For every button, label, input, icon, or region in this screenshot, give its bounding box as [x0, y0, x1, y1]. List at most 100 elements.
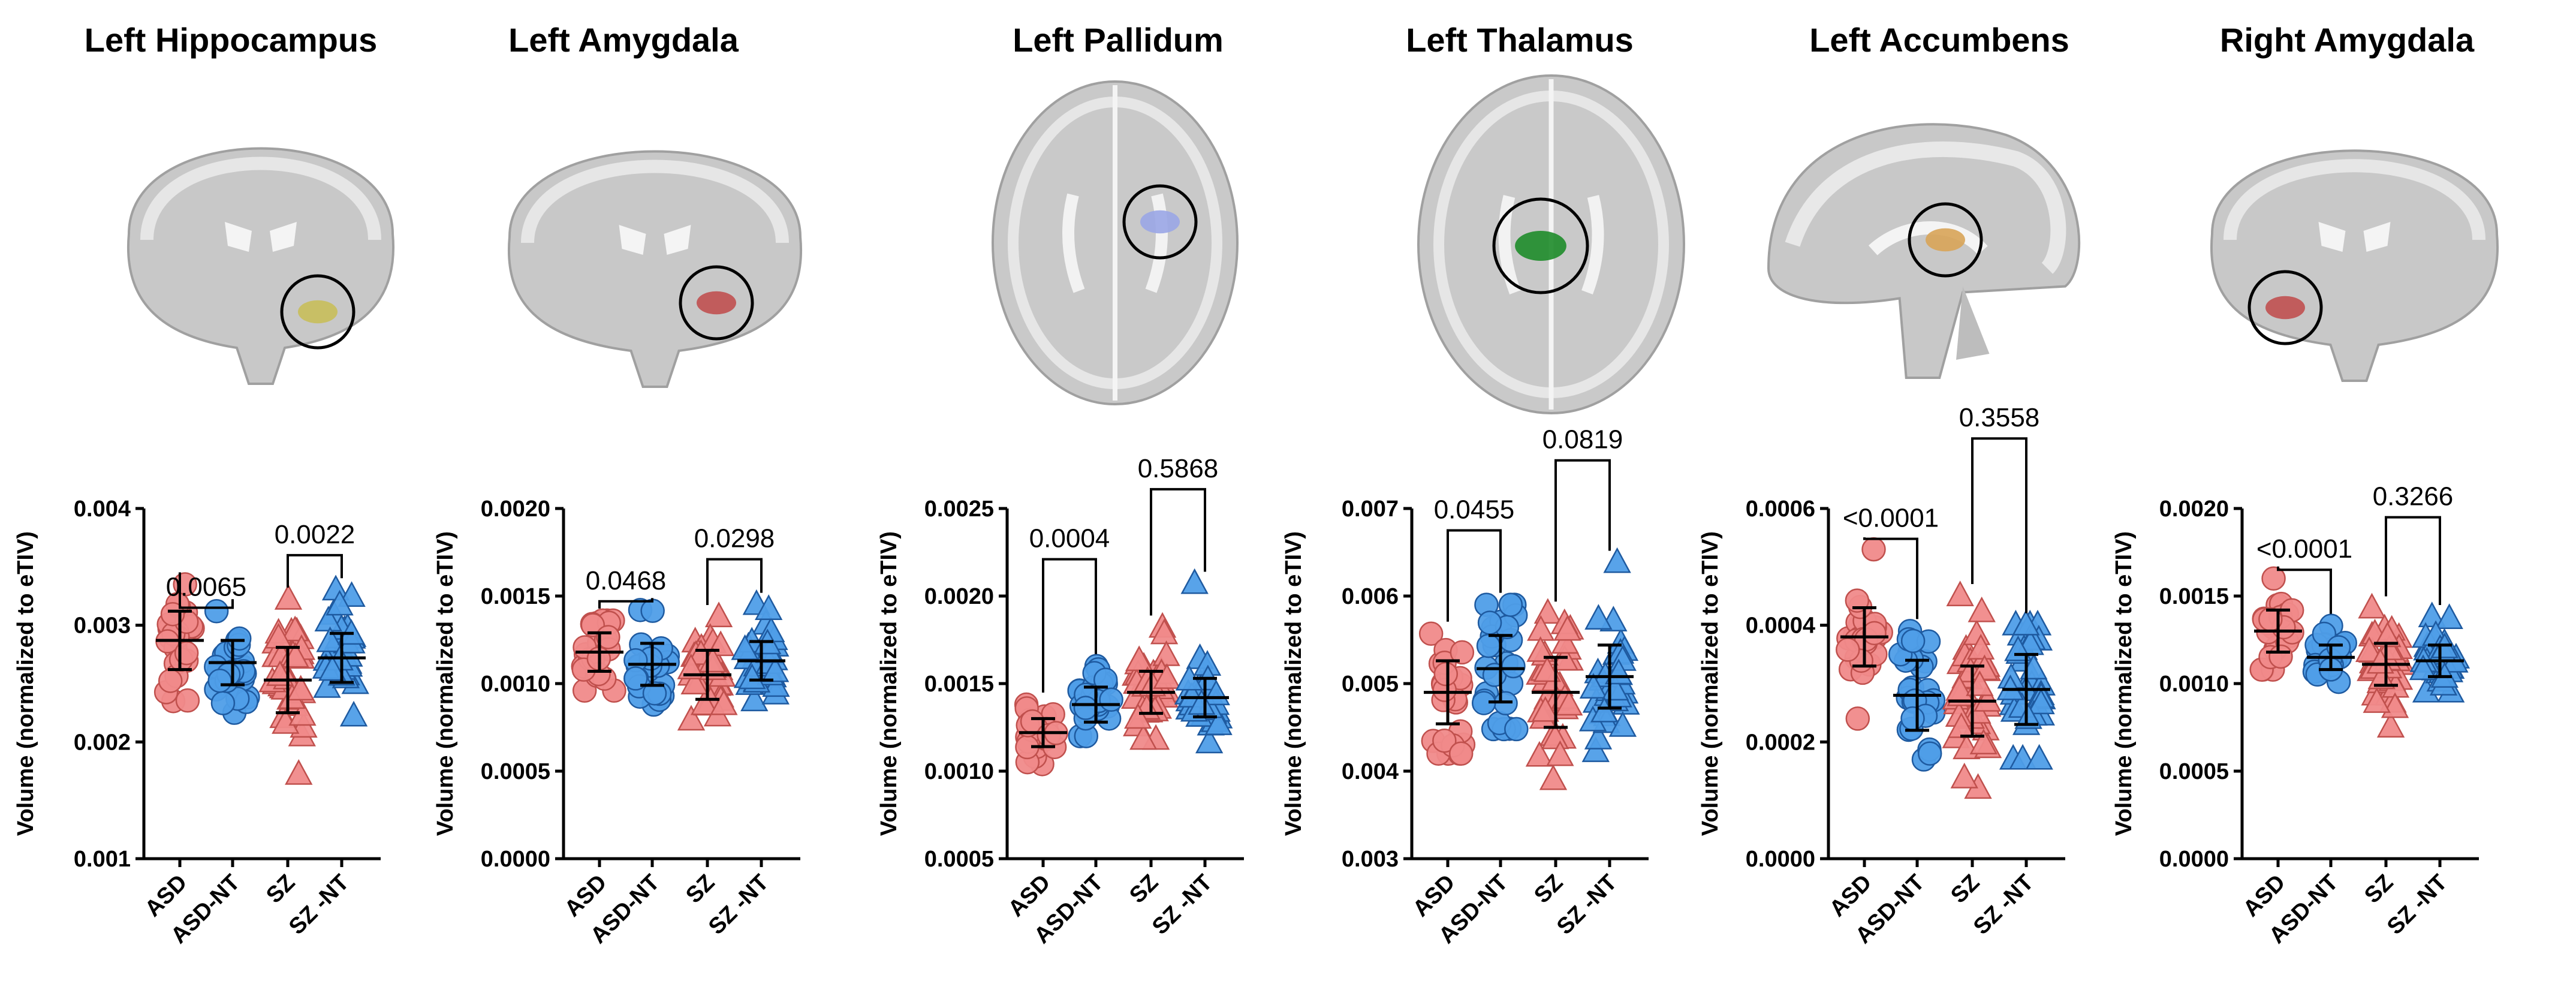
x-tick-label: SZ -NT [2382, 870, 2452, 940]
data-point [642, 681, 667, 706]
significance-bracket [287, 553, 343, 588]
y-tick-label: 0.001 [74, 847, 131, 872]
x-tick-label: SZ [1529, 870, 1568, 908]
roi-highlight [298, 300, 338, 324]
p-value-label: 0.0298 [694, 524, 775, 553]
data-point [680, 669, 709, 695]
data-point [1969, 729, 1997, 754]
data-point [274, 584, 303, 610]
data-point [1450, 640, 1475, 665]
significance-bracket [1863, 537, 1918, 619]
data-point [1099, 687, 1123, 712]
data-point [338, 581, 366, 607]
y-tick-label: 0.0000 [481, 847, 550, 872]
data-point [158, 669, 183, 693]
data-point [2435, 603, 2463, 630]
data-point [2409, 654, 2438, 681]
ventricle-left [225, 222, 252, 252]
data-point [704, 601, 733, 627]
data-point [326, 589, 354, 616]
brain-slice-coronal [508, 150, 802, 388]
data-point [1498, 592, 1523, 617]
data-point [1555, 690, 1583, 716]
roi-highlight [1515, 231, 1566, 261]
significance-bracket [2385, 516, 2441, 606]
data-point [690, 689, 719, 715]
data-point [1180, 568, 1209, 594]
ventricle-right [270, 222, 297, 252]
p-value-label: 0.0065 [166, 572, 247, 601]
corpus-callosum [1868, 221, 1988, 255]
data-point [2363, 687, 2391, 713]
panel-5: Right Amygdala 0.0000 0.0005 0.0010 0.0015 0.… [2111, 21, 2499, 949]
brain-outline [508, 150, 802, 388]
data-point [1845, 706, 1870, 731]
data-point [1525, 741, 1554, 767]
data-point [2376, 712, 2405, 738]
data-point [1900, 706, 1925, 731]
panel-0: Left Hippocampus 0.001 0.002 0.003 0.004 Volu… [13, 21, 394, 949]
data-point [1418, 621, 1444, 646]
data-point [1124, 703, 1152, 729]
data-point [1533, 656, 1561, 682]
ventricle-left [2318, 222, 2346, 252]
data-point [1584, 604, 1613, 630]
data-point [1996, 674, 2024, 700]
y-tick-label: 0.003 [74, 613, 131, 639]
y-tick-label: 0.0005 [481, 759, 550, 784]
data-point [1966, 634, 1995, 660]
x-tick-label: SZ [1125, 870, 1163, 908]
data-point [207, 668, 232, 693]
brain-slice-sagittal [1767, 123, 2081, 379]
data-point [1551, 628, 1579, 654]
data-point [1129, 724, 1158, 750]
y-axis-label: Volume (normalized to eTIV) [13, 531, 38, 836]
y-tick-label: 0.0005 [2159, 759, 2229, 784]
y-tick-label: 0.007 [1342, 497, 1399, 522]
data-point [1603, 547, 1631, 573]
data-point [1432, 728, 1457, 753]
significance-bracket [1042, 558, 1097, 693]
data-point [1476, 633, 1501, 658]
x-tick-label: SZ -NT [284, 870, 354, 940]
data-point [710, 689, 738, 715]
y-tick-label: 0.003 [1342, 847, 1399, 872]
data-point [2025, 744, 2053, 770]
data-point [1204, 709, 1233, 735]
panel-title: Right Amygdala [2220, 21, 2475, 59]
significance-bracket [2277, 566, 2332, 614]
panel-title: Left Pallidum [1013, 21, 1224, 59]
roi-circle [1122, 184, 1198, 260]
significance-bracket [1447, 529, 1502, 622]
y-axis-label: Volume (normalized to eTIV) [876, 531, 902, 836]
y-tick-label: 0.0006 [1746, 497, 1815, 522]
x-tick-label: SZ -NT [704, 870, 773, 940]
data-point [1900, 628, 1926, 654]
y-axis-label: Volume (normalized to eTIV) [1698, 531, 1723, 836]
significance-bracket [1150, 488, 1206, 616]
ventricle-left [619, 225, 646, 255]
data-point [2014, 703, 2042, 729]
ventricle-right [1145, 193, 1168, 293]
y-tick-label: 0.0000 [1746, 847, 1815, 872]
y-tick-label: 0.0020 [924, 584, 994, 609]
significance-bracket [706, 558, 763, 606]
data-point [1950, 762, 1978, 789]
data-point [1477, 610, 1502, 635]
y-axis-label: Volume (normalized to eTIV) [433, 531, 458, 836]
data-point [1861, 537, 1886, 562]
roi-circle [1908, 202, 1983, 278]
roi-circle [280, 274, 355, 350]
panel-title: Left Accumbens [1809, 21, 2069, 59]
data-point [316, 626, 344, 652]
data-point [2358, 592, 2386, 619]
data-point [1448, 741, 1474, 766]
y-tick-label: 0.002 [74, 730, 131, 755]
y-tick-label: 0.0010 [924, 759, 994, 784]
ventricle-right [1581, 195, 1604, 295]
ventricle-left [1062, 193, 1085, 293]
data-point [2027, 688, 2055, 715]
data-point [1608, 711, 1637, 737]
significance-bracket [1971, 437, 2027, 613]
